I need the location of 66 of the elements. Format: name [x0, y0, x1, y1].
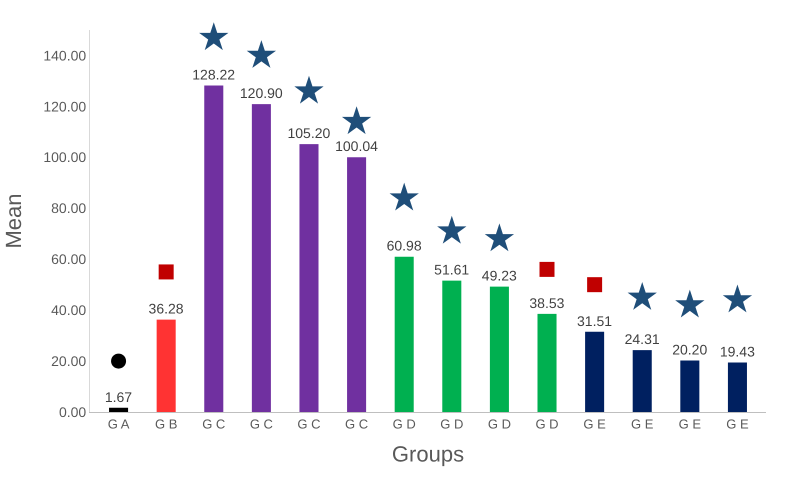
x-tick-label: G E [678, 416, 702, 432]
bar [680, 360, 700, 412]
bar [109, 408, 128, 412]
point [484, 223, 514, 252]
point [158, 264, 174, 280]
bar [156, 320, 176, 412]
data-label: 60.98 [386, 238, 422, 254]
bar [537, 314, 557, 412]
bar [252, 104, 271, 412]
y-tick-label: 20.00 [51, 352, 86, 369]
bar [490, 286, 509, 412]
y-tick-label: 60.00 [51, 251, 86, 268]
point [540, 262, 555, 277]
bar [299, 144, 319, 412]
y-tick-label: 80.00 [51, 200, 86, 216]
point [111, 354, 126, 369]
bar [394, 256, 414, 412]
x-tick-label: G A [108, 416, 130, 432]
bar [585, 332, 604, 412]
y-tick-label: 140.00 [43, 47, 86, 64]
data-label: 105.20 [287, 125, 330, 142]
point [722, 284, 752, 312]
data-label: 120.90 [240, 85, 283, 102]
point [628, 282, 657, 310]
data-label: 31.51 [576, 312, 612, 329]
point [342, 106, 372, 134]
data-label: 100.04 [335, 138, 378, 154]
point [390, 182, 419, 211]
data-label: 38.53 [529, 294, 565, 311]
point [587, 277, 602, 292]
bar [632, 350, 652, 412]
point [294, 76, 324, 104]
y-tick-label: 120.00 [43, 98, 86, 114]
point [199, 22, 228, 50]
y-axis-title: Mean [1, 193, 26, 249]
x-tick-label: G E [726, 416, 749, 432]
x-tick-label: G D [440, 416, 464, 432]
x-tick-label: G C [345, 416, 368, 432]
x-tick-label: G C [250, 416, 273, 432]
bar [347, 157, 366, 412]
data-label: 1.67 [104, 388, 132, 405]
data-label: 36.28 [148, 300, 184, 317]
data-label: 51.61 [434, 262, 470, 278]
data-label: 24.31 [624, 331, 660, 348]
bar [728, 362, 747, 412]
y-tick-label: 100.00 [43, 149, 86, 166]
x-tick-label: G D [392, 416, 416, 432]
point [675, 290, 704, 318]
y-tick-label: 0.00 [58, 404, 86, 420]
x-tick-label: G C [297, 416, 321, 432]
point [246, 40, 276, 68]
x-tick-label: G B [154, 416, 178, 432]
x-tick-label: G D [488, 416, 511, 432]
bar [442, 280, 462, 412]
x-tick-label: G C [202, 416, 226, 432]
y-tick-label: 40.00 [51, 302, 86, 318]
point [437, 216, 466, 244]
x-tick-label: G D [535, 416, 559, 432]
data-label: 20.20 [672, 342, 708, 358]
x-axis-title: Groups [392, 442, 464, 466]
bar [204, 85, 224, 412]
x-tick-label: G E [583, 416, 606, 432]
data-label: 19.43 [720, 344, 756, 360]
data-label: 49.23 [482, 268, 518, 284]
data-label: 128.22 [192, 66, 236, 82]
x-tick-label: G E [631, 416, 654, 432]
